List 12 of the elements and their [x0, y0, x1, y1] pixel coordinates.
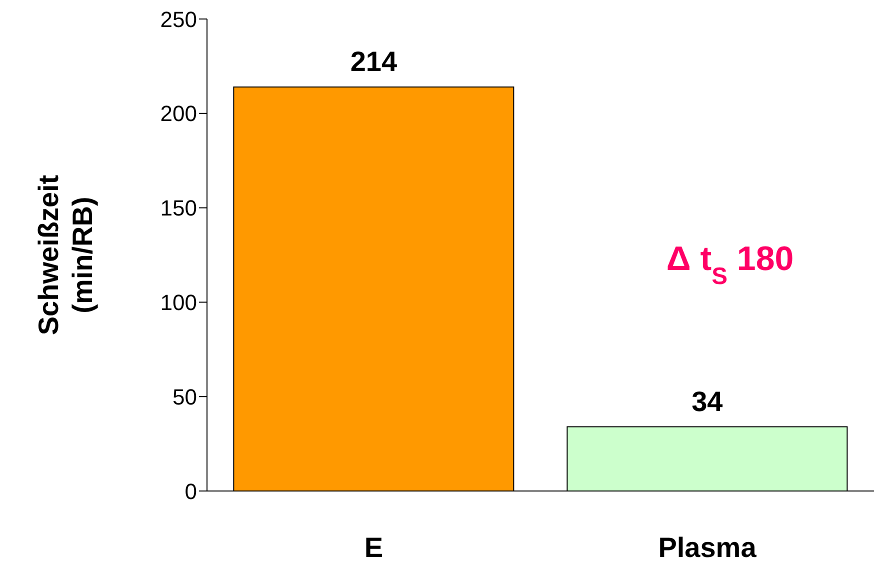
- y-tick-label: 250: [160, 6, 197, 32]
- y-tick-label: 150: [160, 196, 197, 221]
- y-tick-label: 200: [160, 101, 197, 126]
- y-tick-label: 100: [160, 290, 197, 316]
- data-label: 214: [350, 46, 398, 77]
- annotation: Δ t$_{S}$ 180: [666, 240, 794, 290]
- y-axis-title: Schweißzeit (min/RB): [33, 174, 98, 336]
- y-tick-label: 50: [172, 384, 197, 410]
- y-tick-label: 0: [184, 478, 197, 504]
- data-label: 34: [692, 386, 724, 417]
- x-tick-label: Plasma: [658, 532, 757, 563]
- x-tick-label: E: [364, 532, 384, 563]
